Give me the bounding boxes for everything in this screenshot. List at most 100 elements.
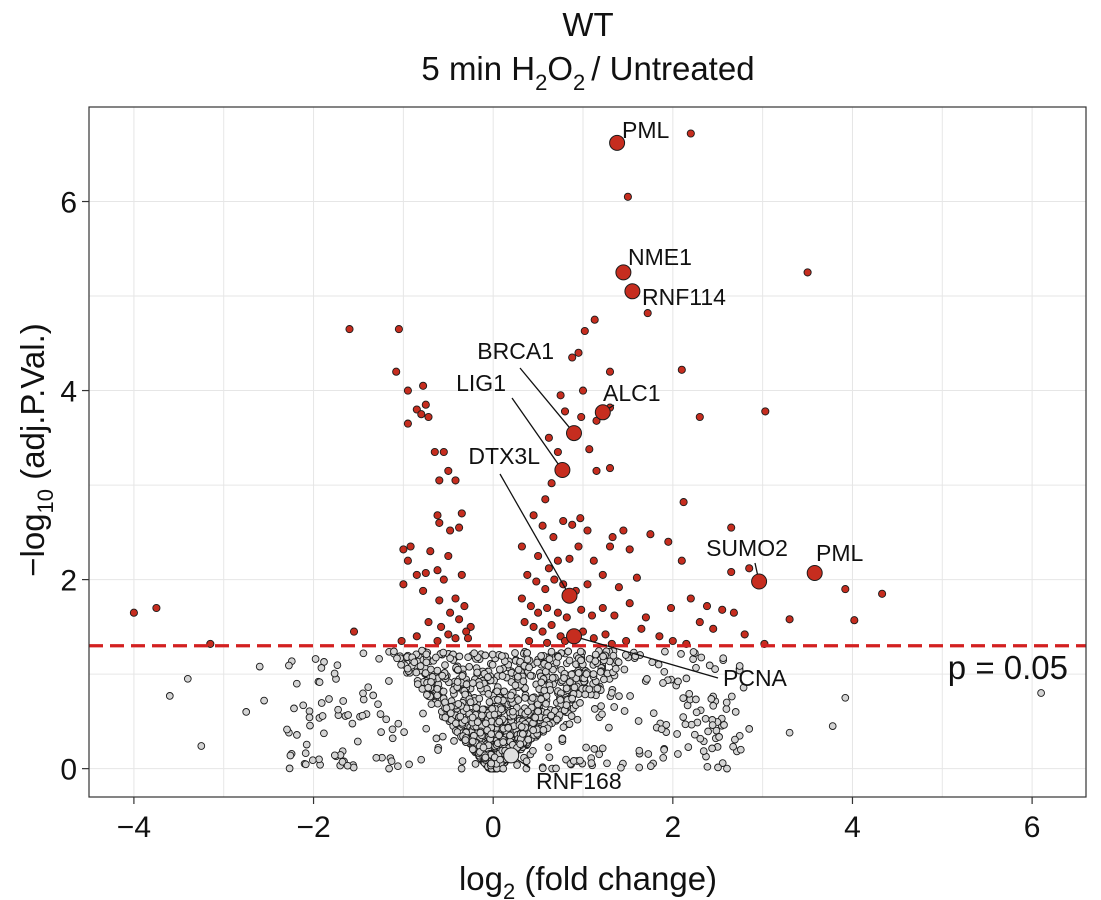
point-nonsignificant <box>358 711 367 720</box>
point-nonsignificant <box>511 649 519 657</box>
point-nonsignificant <box>598 744 607 753</box>
point-nonsignificant <box>475 681 484 690</box>
point-nonsignificant <box>165 692 174 700</box>
point-nonsignificant <box>496 755 504 764</box>
point-nonsignificant <box>600 675 608 684</box>
point-nonsignificant <box>339 697 348 705</box>
point-nonsignificant <box>255 662 264 671</box>
point-nonsignificant <box>709 701 718 710</box>
point-nonsignificant <box>308 756 317 765</box>
point-nonsignificant <box>419 709 427 718</box>
point-nonsignificant <box>509 707 517 716</box>
point-nonsignificant <box>529 726 538 735</box>
point-nonsignificant <box>433 684 442 693</box>
point-significant <box>455 615 464 624</box>
point-nonsignificant <box>434 746 442 754</box>
point-nonsignificant <box>405 760 413 769</box>
point-significant <box>529 511 538 520</box>
point-nonsignificant <box>537 652 545 660</box>
point-significant <box>345 325 354 334</box>
point-significant <box>523 570 532 579</box>
point-nonsignificant <box>306 721 314 730</box>
point-nonsignificant <box>468 737 477 746</box>
point-significant <box>605 367 615 376</box>
point-nonsignificant <box>593 684 602 693</box>
point-significant <box>444 466 453 475</box>
point-nonsignificant <box>506 731 514 740</box>
point-nonsignificant <box>696 734 705 743</box>
point-significant <box>590 315 599 324</box>
point-nonsignificant <box>290 704 298 713</box>
point-nonsignificant <box>528 694 537 702</box>
point-significant <box>444 630 453 639</box>
point-significant <box>421 400 430 409</box>
point-nonsignificant <box>649 709 658 718</box>
point-nonsignificant <box>446 654 454 663</box>
point-nonsignificant <box>495 731 503 740</box>
point-nonsignificant <box>707 695 716 703</box>
point-significant <box>556 391 565 400</box>
point-significant <box>451 594 460 603</box>
point-nonsignificant <box>400 728 408 736</box>
point-significant <box>455 523 464 532</box>
point-significant <box>412 570 421 579</box>
point-nonsignificant <box>359 689 367 698</box>
point-nonsignificant <box>720 721 728 729</box>
point-nonsignificant <box>692 695 700 704</box>
point-nonsignificant <box>556 696 565 704</box>
point-nonsignificant <box>692 708 701 717</box>
point-nonsignificant <box>374 700 382 709</box>
point-nonsignificant <box>453 678 462 686</box>
point-nonsignificant <box>591 657 600 666</box>
point-significant <box>534 551 543 561</box>
point-nonsignificant <box>469 679 477 687</box>
point-nonsignificant <box>553 715 561 724</box>
point-significant <box>568 353 577 362</box>
point-significant <box>585 445 594 454</box>
point-nonsignificant <box>545 655 554 663</box>
point-significant <box>394 325 403 334</box>
point-nonsignificant <box>481 651 490 660</box>
threshold-line: p = 0.05 <box>89 644 1086 686</box>
point-nonsignificant <box>422 724 431 733</box>
point-nonsignificant <box>286 751 295 760</box>
point-nonsignificant <box>731 735 739 744</box>
point-significant <box>419 381 428 390</box>
point-significant <box>709 624 718 633</box>
point-nonsignificant <box>534 707 542 716</box>
point-significant <box>543 603 552 613</box>
point-nonsignificant <box>504 724 513 732</box>
point-significant <box>520 618 529 627</box>
point-nonsignificant <box>522 757 531 766</box>
labeled-point <box>566 425 582 442</box>
point-nonsignificant <box>615 692 623 700</box>
point-nonsignificant <box>479 743 488 752</box>
point-nonsignificant <box>325 695 333 703</box>
x-axis-label: log2 (fold change) <box>459 860 717 900</box>
gene-label: PML <box>622 117 670 143</box>
point-significant <box>129 608 138 617</box>
point-nonsignificant <box>488 660 497 669</box>
x-tick-label: 2 <box>664 811 681 844</box>
point-nonsignificant <box>320 729 328 738</box>
point-nonsignificant <box>442 704 451 713</box>
labeled-point <box>609 134 626 151</box>
point-nonsignificant <box>410 658 419 667</box>
point-nonsignificant <box>548 674 557 682</box>
point-nonsignificant <box>390 647 398 656</box>
point-nonsignificant <box>423 690 431 699</box>
point-nonsignificant <box>514 672 522 681</box>
point-nonsignificant <box>471 760 480 768</box>
point-nonsignificant <box>343 761 352 770</box>
point-nonsignificant <box>476 728 485 737</box>
point-nonsignificant <box>573 715 582 724</box>
point-nonsignificant <box>334 705 342 714</box>
x-tick-label: 0 <box>485 811 502 844</box>
point-nonsignificant <box>681 720 690 729</box>
point-significant <box>457 509 466 518</box>
point-nonsignificant <box>611 664 620 673</box>
point-significant <box>574 348 583 357</box>
point-nonsignificant <box>397 660 405 669</box>
point-nonsignificant <box>487 759 496 768</box>
point-nonsignificant <box>614 658 623 667</box>
